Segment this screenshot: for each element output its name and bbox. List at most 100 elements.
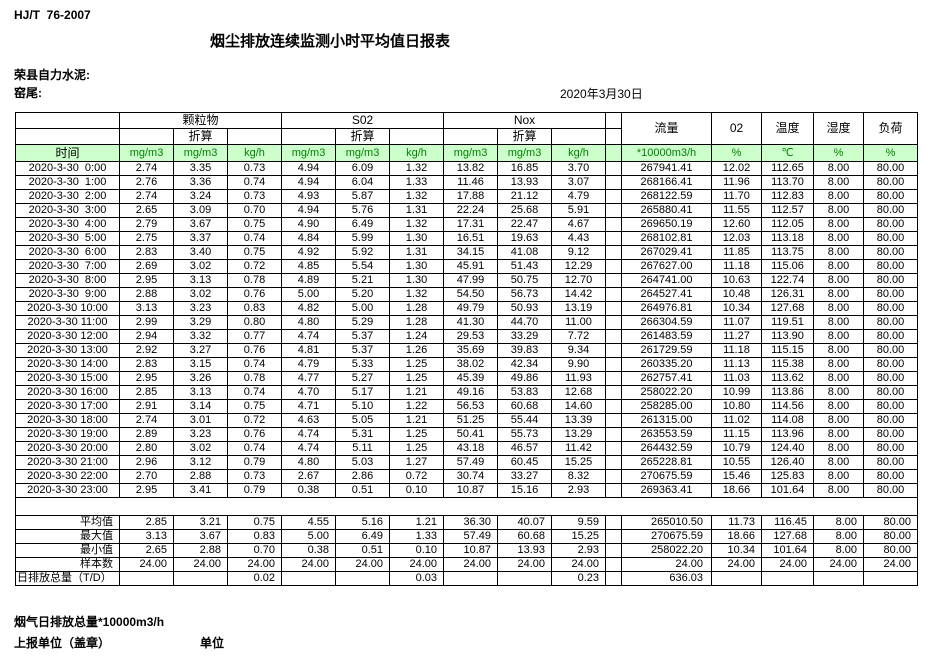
value-cell: 113.62 [761, 371, 814, 386]
value-cell: 260335.20 [621, 357, 712, 372]
value-cell: 14.60 [551, 399, 606, 414]
value-cell: 5.37 [335, 329, 390, 344]
header-flow: 流量 [621, 112, 712, 145]
value-cell: 3.23 [173, 301, 228, 316]
value-cell: 8.00 [813, 315, 864, 330]
value-cell: 2.83 [119, 245, 174, 260]
summary-row: 平均值 2.85 3.21 0.75 4.55 5.16 1.21 36.30 40.07 9.5… [15, 515, 918, 530]
value-cell: 50.93 [497, 301, 552, 316]
empty-header-cell [389, 128, 444, 145]
table-row: 2020-3-30 22:00 2.70 2.88 0.73 2.67 2.86 0.72 3… [15, 469, 918, 484]
summary-value-cell: 8.00 [813, 543, 864, 558]
value-cell: 33.29 [497, 329, 552, 344]
summary-value-cell: 24.00 [863, 557, 918, 572]
group-header-so2: S02 [281, 112, 444, 129]
table-row: 2020-3-30 16:00 2.85 3.13 0.74 4.70 5.17 1.21 4… [15, 385, 918, 400]
value-cell: 3.09 [173, 203, 228, 218]
summary-value-cell [119, 571, 174, 586]
value-cell: 112.83 [761, 189, 814, 204]
value-cell: 113.75 [761, 245, 814, 260]
spacer-cell [605, 287, 622, 302]
value-cell: 33.27 [497, 469, 552, 484]
value-cell: 5.87 [335, 189, 390, 204]
standard-number: HJ/T 76-2007 [14, 8, 91, 22]
value-cell: 80.00 [863, 175, 918, 190]
value-cell: 1.30 [389, 259, 444, 274]
value-cell: 3.37 [173, 231, 228, 246]
value-cell: 3.24 [173, 189, 228, 204]
value-cell: 2.89 [119, 427, 174, 442]
value-cell: 49.86 [497, 371, 552, 386]
table-row: 2020-3-30 13:00 2.92 3.27 0.76 4.81 5.37 1.26 3… [15, 343, 918, 358]
value-cell: 3.13 [173, 273, 228, 288]
unit-cell: mg/m3 [335, 144, 390, 162]
value-cell: 51.43 [497, 259, 552, 274]
value-cell: 1.31 [389, 203, 444, 218]
value-cell: 80.00 [863, 469, 918, 484]
spacer-cell [605, 455, 622, 470]
value-cell: 3.26 [173, 371, 228, 386]
value-cell: 0.77 [227, 329, 282, 344]
summary-value-cell: 1.21 [389, 515, 444, 530]
value-cell: 0.83 [227, 301, 282, 316]
value-cell: 4.94 [281, 175, 336, 190]
header-load: 负荷 [863, 112, 918, 145]
value-cell: 4.85 [281, 259, 336, 274]
value-cell: 5.91 [551, 203, 606, 218]
summary-value-cell: 57.49 [443, 529, 498, 544]
value-cell: 5.10 [335, 399, 390, 414]
table-row: 2020-3-30 12:00 2.94 3.32 0.77 4.74 5.37 1.24 2… [15, 329, 918, 344]
value-cell: 258285.00 [621, 399, 712, 414]
value-cell: 258022.20 [621, 385, 712, 400]
value-cell: 2.85 [119, 385, 174, 400]
unit-cell: mg/m3 [497, 144, 552, 162]
value-cell: 9.90 [551, 357, 606, 372]
value-cell: 44.70 [497, 315, 552, 330]
value-cell: 22.24 [443, 203, 498, 218]
value-cell: 264432.59 [621, 441, 712, 456]
value-cell: 3.40 [173, 245, 228, 260]
value-cell: 60.45 [497, 455, 552, 470]
value-cell: 1.32 [389, 161, 444, 176]
value-cell: 80.00 [863, 371, 918, 386]
value-cell: 15.25 [551, 455, 606, 470]
value-cell: 56.73 [497, 287, 552, 302]
summary-value-cell: 18.66 [711, 529, 762, 544]
summary-label: 日排放总量（T/D） [15, 571, 120, 586]
value-cell: 80.00 [863, 301, 918, 316]
value-cell: 115.06 [761, 259, 814, 274]
value-cell: 0.73 [227, 469, 282, 484]
value-cell: 80.00 [863, 287, 918, 302]
summary-row: 日排放总量（T/D） 0.02 0.03 0.23 636.03 [15, 571, 918, 586]
time-cell: 2020-3-30 9:00 [15, 287, 120, 302]
spacer-cell [605, 413, 622, 428]
value-cell: 80.00 [863, 483, 918, 498]
value-cell: 11.42 [551, 441, 606, 456]
spacer-cell [605, 128, 622, 145]
value-cell: 45.91 [443, 259, 498, 274]
time-column-label: 时间 [15, 144, 120, 162]
value-cell: 0.80 [227, 315, 282, 330]
summary-value-cell: 0.10 [389, 543, 444, 558]
value-cell: 10.34 [711, 301, 762, 316]
value-cell: 2.80 [119, 441, 174, 456]
value-cell: 8.00 [813, 385, 864, 400]
spacer-cell [605, 441, 622, 456]
value-cell: 3.15 [173, 357, 228, 372]
summary-value-cell: 8.00 [813, 529, 864, 544]
value-cell: 268166.41 [621, 175, 712, 190]
value-cell: 12.03 [711, 231, 762, 246]
value-cell: 4.67 [551, 217, 606, 232]
empty-header-cell [15, 128, 120, 145]
summary-value-cell: 127.68 [761, 529, 814, 544]
value-cell: 113.86 [761, 385, 814, 400]
summary-value-cell: 5.00 [281, 529, 336, 544]
value-cell: 11.96 [711, 175, 762, 190]
value-cell: 5.29 [335, 315, 390, 330]
summary-value-cell: 10.87 [443, 543, 498, 558]
value-cell: 5.03 [335, 455, 390, 470]
spacer-cell [605, 483, 622, 498]
value-cell: 261729.59 [621, 343, 712, 358]
value-cell: 1.25 [389, 427, 444, 442]
value-cell: 5.20 [335, 287, 390, 302]
